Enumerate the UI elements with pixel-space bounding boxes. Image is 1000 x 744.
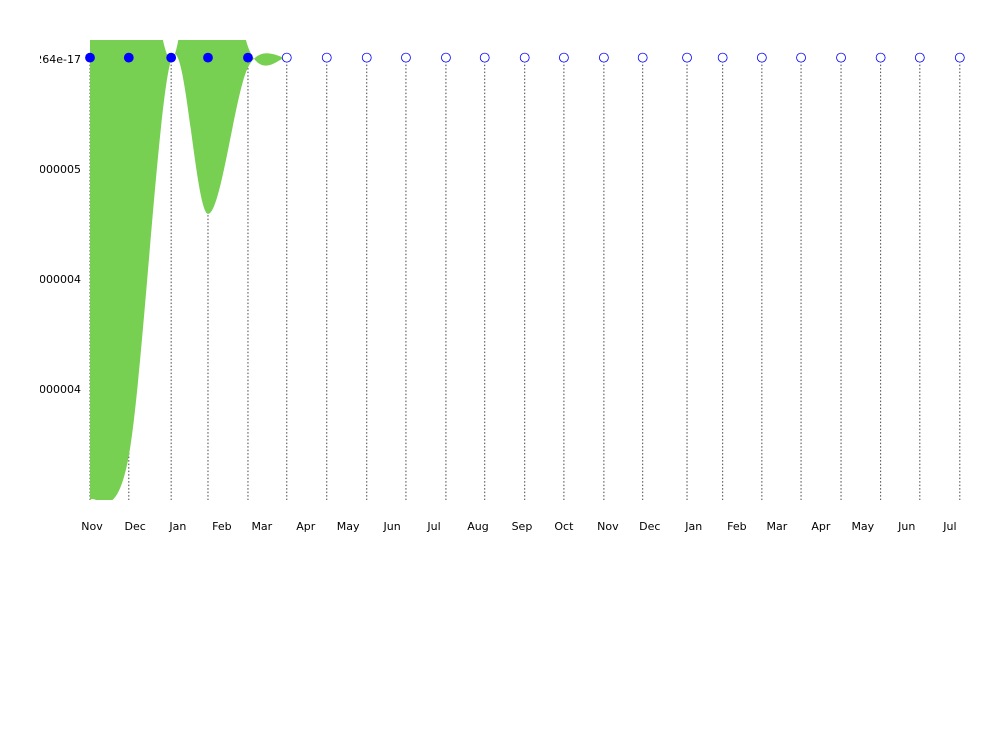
x-tick-label: Jun — [382, 520, 400, 533]
y-tick-label: 0000005 — [32, 163, 81, 176]
point — [914, 52, 925, 63]
x-axis: Nov Dec Jan Feb Mar Apr May Jun Jul Aug Sep Oct Nov D… — [81, 520, 956, 533]
point — [123, 52, 134, 63]
point — [441, 52, 451, 63]
point — [361, 52, 372, 63]
x-tick-label: Feb — [727, 520, 746, 533]
x-tick-label: Dec — [639, 520, 660, 533]
guide-lines — [89, 57, 961, 500]
point — [875, 52, 886, 63]
x-tick-label: Jul — [942, 520, 956, 533]
x-tick-label: Jun — [897, 520, 915, 533]
x-tick-label: Nov — [81, 520, 103, 533]
x-tick-label: Mar — [251, 520, 272, 533]
x-tick-label: Nov — [597, 520, 619, 533]
point — [756, 52, 767, 63]
x-tick-label: Sep — [512, 520, 533, 533]
point — [682, 52, 692, 63]
area-band — [90, 40, 287, 500]
point — [519, 52, 530, 63]
point — [836, 52, 846, 63]
point — [243, 52, 253, 63]
x-tick-label: Aug — [467, 520, 488, 533]
x-tick-label: Mar — [767, 520, 788, 533]
point — [321, 52, 332, 63]
x-tick-label: Jan — [684, 520, 702, 533]
x-tick-label: May — [337, 520, 360, 533]
points-layer — [85, 52, 965, 63]
point — [954, 52, 965, 63]
point — [166, 52, 177, 63]
y-axis: 264e-17 0000005 0000004 0000004 — [32, 53, 81, 396]
x-tick-label: Apr — [811, 520, 831, 533]
x-tick-label: May — [851, 520, 874, 533]
x-tick-label: Oct — [554, 520, 574, 533]
point — [637, 52, 648, 63]
y-tick-label: 264e-17 — [35, 53, 81, 66]
x-tick-label: Feb — [212, 520, 231, 533]
x-tick-label: Jan — [168, 520, 186, 533]
point — [559, 52, 569, 63]
point — [796, 52, 806, 63]
point — [203, 52, 213, 63]
point — [281, 52, 292, 63]
point — [85, 52, 95, 63]
x-tick-label: Jul — [426, 520, 440, 533]
point — [479, 52, 490, 63]
point — [717, 52, 728, 63]
x-tick-label: Apr — [296, 520, 316, 533]
y-tick-label: 0000004 — [32, 273, 81, 286]
area-layer — [90, 40, 287, 500]
point — [598, 52, 609, 63]
x-tick-label: Dec — [124, 520, 145, 533]
y-tick-label: 0000004 — [32, 383, 81, 396]
point — [401, 52, 411, 63]
